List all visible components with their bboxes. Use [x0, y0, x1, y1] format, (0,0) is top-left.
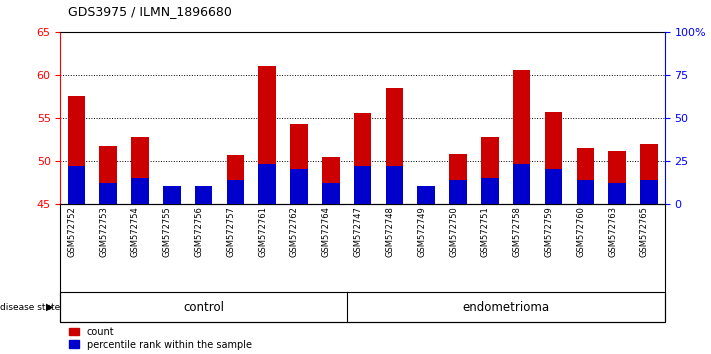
Bar	[513, 164, 530, 204]
Text: GSM572759: GSM572759	[545, 206, 553, 257]
Text: disease state: disease state	[0, 303, 60, 312]
Bar	[577, 179, 594, 204]
Text: GSM572758: GSM572758	[513, 206, 522, 257]
Text: GSM572754: GSM572754	[131, 206, 140, 257]
Bar	[100, 183, 117, 204]
Text: GSM572765: GSM572765	[640, 206, 649, 257]
Text: GSM572757: GSM572757	[226, 206, 235, 257]
Bar	[609, 151, 626, 204]
Text: endometrioma: endometrioma	[462, 301, 550, 314]
Bar	[195, 186, 213, 204]
Text: GSM572749: GSM572749	[417, 206, 426, 257]
Text: GSM572753: GSM572753	[99, 206, 108, 257]
Text: GSM572761: GSM572761	[258, 206, 267, 257]
Text: GSM572760: GSM572760	[576, 206, 585, 257]
Text: GSM572751: GSM572751	[481, 206, 490, 257]
Bar	[417, 191, 435, 204]
Bar	[354, 113, 371, 204]
Bar	[417, 186, 435, 204]
Bar	[68, 96, 85, 204]
Bar	[290, 169, 308, 204]
Bar	[385, 166, 403, 204]
Bar	[322, 183, 340, 204]
Text: GSM572764: GSM572764	[322, 206, 331, 257]
Bar	[227, 155, 244, 204]
Bar	[132, 178, 149, 204]
Bar	[227, 179, 244, 204]
Bar	[609, 183, 626, 204]
Text: GSM572763: GSM572763	[608, 206, 617, 257]
Text: GSM572747: GSM572747	[353, 206, 363, 257]
Bar	[640, 179, 658, 204]
Bar	[481, 137, 498, 204]
Bar	[545, 112, 562, 204]
Bar	[163, 196, 181, 204]
Bar	[640, 144, 658, 204]
Bar	[195, 193, 213, 204]
Bar	[545, 169, 562, 204]
Bar	[481, 178, 498, 204]
Text: GSM572750: GSM572750	[449, 206, 458, 257]
Text: GSM572752: GSM572752	[68, 206, 76, 257]
Text: GSM572762: GSM572762	[290, 206, 299, 257]
Text: GSM572748: GSM572748	[385, 206, 395, 257]
Bar	[354, 166, 371, 204]
Bar	[290, 124, 308, 204]
Bar	[258, 164, 276, 204]
Text: GSM572755: GSM572755	[163, 206, 172, 257]
Bar	[258, 66, 276, 204]
Bar	[132, 137, 149, 204]
Bar	[577, 148, 594, 204]
Bar	[100, 146, 117, 204]
Bar	[385, 88, 403, 204]
Bar	[322, 157, 340, 204]
Bar	[449, 179, 467, 204]
Bar	[68, 166, 85, 204]
Text: ▶: ▶	[46, 302, 53, 312]
Bar	[449, 154, 467, 204]
Text: GDS3975 / ILMN_1896680: GDS3975 / ILMN_1896680	[68, 5, 231, 18]
Bar	[513, 70, 530, 204]
Bar	[163, 186, 181, 204]
Text: GSM572756: GSM572756	[195, 206, 203, 257]
Legend: count, percentile rank within the sample: count, percentile rank within the sample	[65, 323, 255, 353]
Text: control: control	[183, 301, 224, 314]
